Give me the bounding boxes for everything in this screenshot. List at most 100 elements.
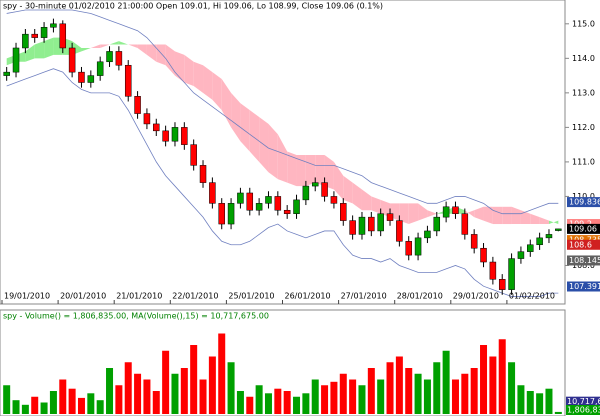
cloud-segment bbox=[249, 110, 260, 162]
cloud-segment bbox=[81, 47, 91, 52]
volume-bar bbox=[423, 379, 431, 414]
candle-body bbox=[227, 203, 235, 225]
candle-body bbox=[59, 23, 67, 49]
cloud-segment bbox=[212, 72, 222, 111]
candle-body bbox=[218, 203, 225, 225]
volume-bar bbox=[311, 379, 319, 414]
volume-bar bbox=[302, 393, 310, 414]
candle-body bbox=[265, 196, 272, 204]
volume-bar bbox=[227, 362, 235, 414]
volume-bar bbox=[349, 379, 357, 414]
candle-body bbox=[555, 228, 562, 231]
candle-body bbox=[545, 234, 553, 239]
volume-label-box bbox=[566, 405, 600, 415]
volume-bar bbox=[526, 391, 534, 414]
x-tick-label: 25/01/2010 bbox=[228, 292, 274, 301]
candle-body bbox=[237, 192, 244, 204]
volume-bar bbox=[124, 362, 132, 414]
candle-body bbox=[536, 237, 543, 246]
candle-body bbox=[330, 196, 338, 204]
volume-bar bbox=[321, 385, 329, 414]
volume-bar bbox=[152, 391, 160, 414]
x-tick-label: 27/01/2010 bbox=[341, 292, 387, 301]
candle-body bbox=[50, 23, 57, 28]
volume-bar bbox=[386, 362, 394, 414]
candle-body bbox=[480, 247, 487, 263]
volume-bar bbox=[442, 350, 450, 414]
cloud-segment bbox=[90, 44, 101, 48]
cloud-segment bbox=[34, 41, 45, 59]
price-label-box bbox=[567, 239, 600, 250]
candle-body bbox=[12, 47, 20, 73]
cloud-segment bbox=[137, 44, 147, 55]
bollinger-band bbox=[6, 9, 559, 215]
x-tick-label: 29/01/2010 bbox=[453, 292, 499, 301]
candle-body bbox=[452, 206, 459, 214]
cloud-segment bbox=[492, 206, 503, 225]
volume-bar bbox=[367, 368, 375, 414]
volume-bar bbox=[143, 379, 151, 414]
cloud-segment bbox=[408, 203, 419, 225]
candle-body bbox=[368, 216, 375, 232]
cloud-segment bbox=[371, 196, 381, 214]
cloud-segment bbox=[530, 213, 540, 225]
candle-body bbox=[461, 213, 469, 235]
volume-bar bbox=[96, 400, 104, 414]
price-label: 109.06 bbox=[569, 224, 597, 233]
candle-body bbox=[508, 258, 515, 290]
price-label-box bbox=[567, 197, 600, 208]
candle-body bbox=[255, 203, 263, 211]
candle-body bbox=[470, 234, 478, 249]
candle-body bbox=[106, 51, 113, 63]
volume-bar bbox=[87, 393, 95, 414]
cloud-segment bbox=[352, 182, 362, 211]
volume-bar bbox=[264, 393, 272, 414]
volume-bar bbox=[171, 373, 179, 414]
candle-body bbox=[340, 203, 347, 221]
candle-body bbox=[40, 27, 48, 38]
candle-body bbox=[349, 220, 356, 235]
cloud-segment bbox=[221, 79, 232, 128]
candle-body bbox=[302, 185, 310, 201]
candle-body bbox=[134, 96, 141, 114]
cloud-segment bbox=[539, 217, 549, 225]
volume-bar bbox=[377, 379, 385, 414]
x-tick-label: 28/01/2010 bbox=[397, 292, 443, 301]
cloud-segment bbox=[296, 155, 306, 187]
chart-title: spy - 30-minute 01/02/2010 21:00:00 Open… bbox=[3, 2, 383, 11]
volume-bar bbox=[358, 385, 366, 414]
candle-body bbox=[171, 127, 179, 142]
candle-body bbox=[190, 144, 197, 166]
candle-body bbox=[433, 216, 441, 232]
cloud-segment bbox=[268, 123, 278, 180]
volume-bar bbox=[68, 388, 76, 414]
cloud-segment bbox=[118, 41, 129, 45]
volume-bar bbox=[498, 339, 506, 414]
volume-bar bbox=[480, 345, 488, 414]
volume-bar bbox=[21, 404, 29, 414]
volume-bar bbox=[134, 373, 142, 414]
price-label: 107.391 bbox=[569, 282, 600, 291]
cloud-segment bbox=[109, 41, 119, 45]
candle-body bbox=[78, 71, 85, 83]
cloud-segment bbox=[231, 92, 241, 142]
volume-bar bbox=[199, 379, 207, 414]
cloud-segment bbox=[305, 155, 316, 187]
cloud-segment bbox=[483, 206, 493, 225]
volume-bar bbox=[12, 400, 20, 414]
cloud-segment bbox=[343, 175, 353, 204]
cloud-segment bbox=[277, 134, 288, 183]
candle-body bbox=[209, 182, 216, 204]
cloud-segment bbox=[380, 199, 391, 218]
price-label: 108.145 bbox=[569, 256, 600, 265]
volume-bar bbox=[180, 368, 188, 414]
volume-bar bbox=[77, 397, 85, 414]
cloud-segment bbox=[399, 203, 409, 225]
cloud-segment bbox=[511, 206, 521, 225]
cloud-segment bbox=[44, 37, 54, 59]
volume-bar bbox=[461, 373, 469, 414]
y-tick-label: 114.0 bbox=[572, 54, 595, 63]
y-tick-label: 115.0 bbox=[572, 19, 595, 28]
candle-body bbox=[68, 47, 76, 73]
candle-body bbox=[498, 279, 506, 290]
